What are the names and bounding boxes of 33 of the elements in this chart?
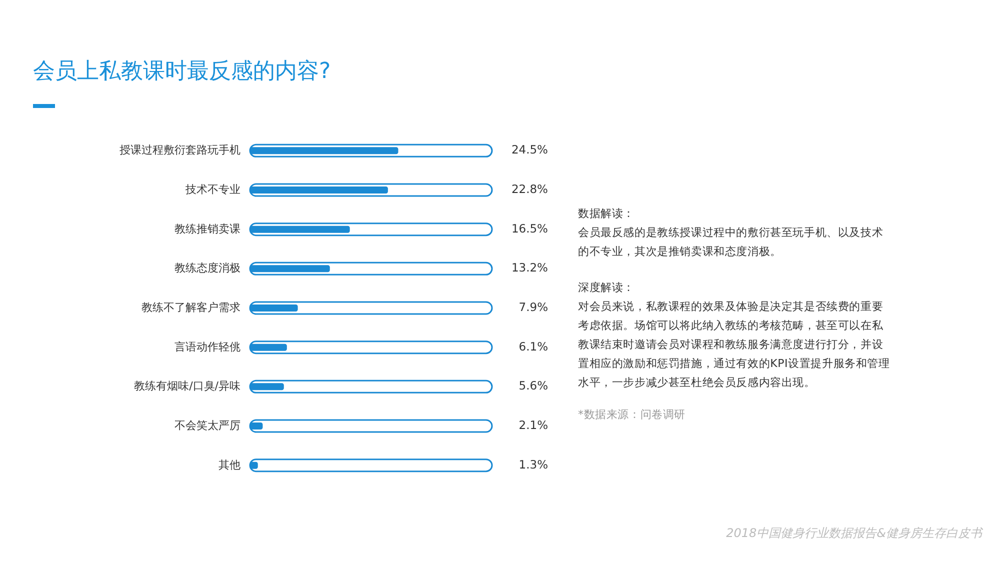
y-tick-label: 教练有烟味/口臭/异味 [134, 380, 240, 393]
data-label: 13.2% [511, 260, 548, 275]
y-tick-label: 授课过程敷衍套路玩手机 [120, 144, 240, 157]
bar [250, 147, 398, 154]
data-label: 24.5% [511, 142, 548, 157]
text: *数据来源：问卷调研 [578, 407, 686, 423]
text: 会员最反感的是教练授课过程中的敷衍甚至玩手机、以及技术的不专业，其次是推销卖课和态度消极。 [578, 225, 884, 260]
text: 数据解读： [578, 206, 636, 222]
bar [250, 186, 388, 194]
text: 对会员来说，私教课程的效果及体验是决定其是否续费的重要考虑依据。场馆可以将此纳入教练的考核范畴，甚至可以在私教课结束时邀请会员对课程和教练服务满意度进行打分，并设置相应的激励和惩罚措施，通过有效的KPI设置提升服务和管理水平，一步步减少甚至杜绝会员反感内容出现。 [578, 299, 891, 391]
text: 深度解读： [578, 280, 636, 296]
data-label: 7.9% [518, 300, 548, 314]
y-tick-label: 教练态度消极 [174, 262, 240, 275]
data-label: 2.1% [518, 418, 548, 432]
data-label: 5.6% [518, 378, 548, 393]
bar [250, 383, 284, 390]
chart-title: 会员上私教课时最反感的内容? [33, 58, 331, 86]
bar [250, 344, 287, 351]
y-tick-label: 教练推销卖课 [174, 222, 240, 236]
y-tick-label: 言语动作轻佻 [174, 340, 240, 354]
text: 2018中国健身行业数据报告&健身房生存白皮书 [726, 525, 982, 542]
data-label: 6.1% [518, 339, 548, 354]
bar [250, 226, 350, 233]
data-label: 1.3% [518, 457, 548, 472]
bar [250, 422, 263, 430]
y-tick-label: 教练不了解客户需求 [142, 301, 240, 314]
bar [250, 265, 330, 272]
data-label: 16.5% [511, 221, 548, 236]
y-tick-label: 其他 [218, 458, 240, 472]
bar [250, 304, 298, 312]
y-tick-label: 技术不专业 [184, 183, 240, 196]
data-label: 22.8% [511, 182, 548, 196]
y-tick-label: 不会笑太严厉 [174, 419, 240, 432]
